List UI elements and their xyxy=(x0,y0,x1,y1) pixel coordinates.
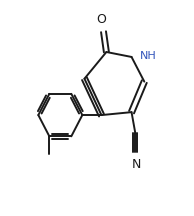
Text: O: O xyxy=(97,13,107,26)
Text: N: N xyxy=(132,157,141,171)
Text: NH: NH xyxy=(140,51,157,61)
